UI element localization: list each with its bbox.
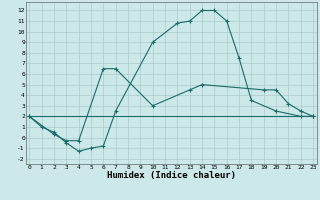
X-axis label: Humidex (Indice chaleur): Humidex (Indice chaleur) <box>107 171 236 180</box>
